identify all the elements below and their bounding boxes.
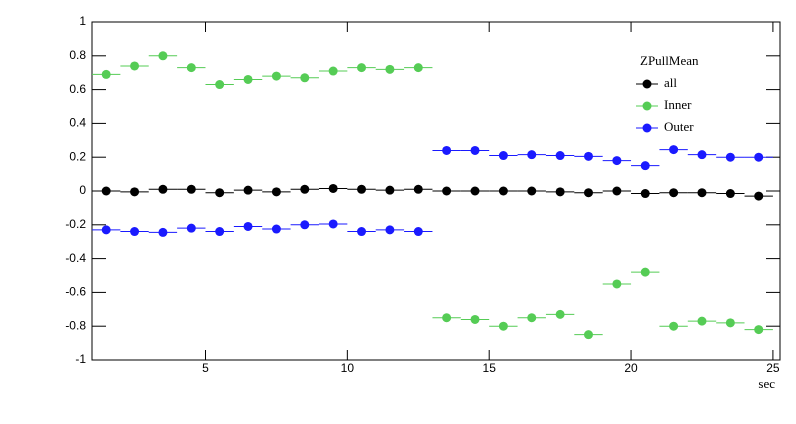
- y-tick-label: 0.6: [69, 82, 86, 96]
- point: [442, 186, 452, 196]
- point: [385, 185, 395, 195]
- point: [186, 223, 196, 233]
- point: [612, 279, 622, 289]
- point: [215, 80, 225, 90]
- point: [527, 150, 537, 160]
- point: [442, 313, 452, 323]
- point: [697, 150, 707, 160]
- x-tick-label: 10: [341, 361, 355, 375]
- point: [754, 152, 764, 162]
- point: [328, 183, 338, 193]
- point: [413, 63, 423, 73]
- point: [555, 309, 565, 319]
- point: [130, 227, 140, 237]
- x-tick-label: 20: [624, 361, 638, 375]
- point: [498, 151, 508, 161]
- point: [271, 187, 281, 197]
- point: [470, 186, 480, 196]
- point: [413, 184, 423, 194]
- point: [612, 156, 622, 166]
- point: [583, 188, 593, 198]
- point: [527, 313, 537, 323]
- point: [725, 152, 735, 162]
- legend-marker: [642, 79, 652, 89]
- point: [357, 184, 367, 194]
- point: [101, 225, 111, 235]
- point: [300, 220, 310, 230]
- point: [697, 316, 707, 326]
- point: [101, 186, 111, 196]
- point: [442, 145, 452, 155]
- point: [725, 318, 735, 328]
- y-tick-label: 0.2: [69, 149, 86, 163]
- point: [555, 187, 565, 197]
- point: [243, 221, 253, 231]
- point: [527, 186, 537, 196]
- point: [243, 74, 253, 84]
- point: [215, 188, 225, 198]
- y-tick-label: 0.4: [69, 116, 86, 130]
- y-tick-label: -0.8: [65, 318, 86, 332]
- legend-marker: [642, 101, 652, 111]
- y-tick-label: -0.4: [65, 251, 86, 265]
- point: [328, 66, 338, 76]
- x-tick-label: 15: [483, 361, 497, 375]
- point: [357, 227, 367, 237]
- point: [583, 151, 593, 161]
- legend-label: all: [664, 75, 677, 90]
- point: [612, 186, 622, 196]
- point: [300, 73, 310, 83]
- point: [640, 189, 650, 199]
- point: [640, 161, 650, 171]
- point: [413, 227, 423, 237]
- point: [385, 225, 395, 235]
- y-tick-label: 0.8: [69, 48, 86, 62]
- point: [640, 267, 650, 277]
- point: [357, 63, 367, 73]
- point: [669, 321, 679, 331]
- point: [385, 64, 395, 74]
- point: [328, 219, 338, 229]
- point: [186, 63, 196, 73]
- y-tick-label: -0.6: [65, 285, 86, 299]
- point: [754, 191, 764, 201]
- point: [470, 314, 480, 324]
- point: [158, 184, 168, 194]
- point: [243, 185, 253, 195]
- point: [725, 189, 735, 199]
- point: [271, 224, 281, 234]
- legend-label: Inner: [664, 97, 692, 112]
- point: [498, 186, 508, 196]
- point: [215, 227, 225, 237]
- y-tick-label: 0: [79, 183, 86, 197]
- point: [101, 69, 111, 79]
- x-tick-label: 25: [766, 361, 780, 375]
- legend-label: Outer: [664, 119, 694, 134]
- x-axis-label: sec: [758, 376, 775, 391]
- point: [498, 321, 508, 331]
- point: [555, 151, 565, 161]
- point: [754, 325, 764, 335]
- point: [130, 61, 140, 71]
- point: [158, 227, 168, 237]
- legend-marker: [642, 123, 652, 133]
- y-tick-label: -1: [75, 352, 86, 366]
- point: [470, 145, 480, 155]
- point: [583, 330, 593, 340]
- point: [271, 71, 281, 81]
- y-tick-label: 1: [79, 14, 86, 28]
- point: [130, 187, 140, 197]
- point: [186, 184, 196, 194]
- point: [300, 184, 310, 194]
- x-tick-label: 5: [202, 361, 209, 375]
- y-tick-label: -0.2: [65, 217, 86, 231]
- point: [697, 188, 707, 198]
- point: [669, 145, 679, 155]
- legend-title: ZPullMean: [640, 53, 699, 68]
- point: [158, 51, 168, 61]
- point: [669, 188, 679, 198]
